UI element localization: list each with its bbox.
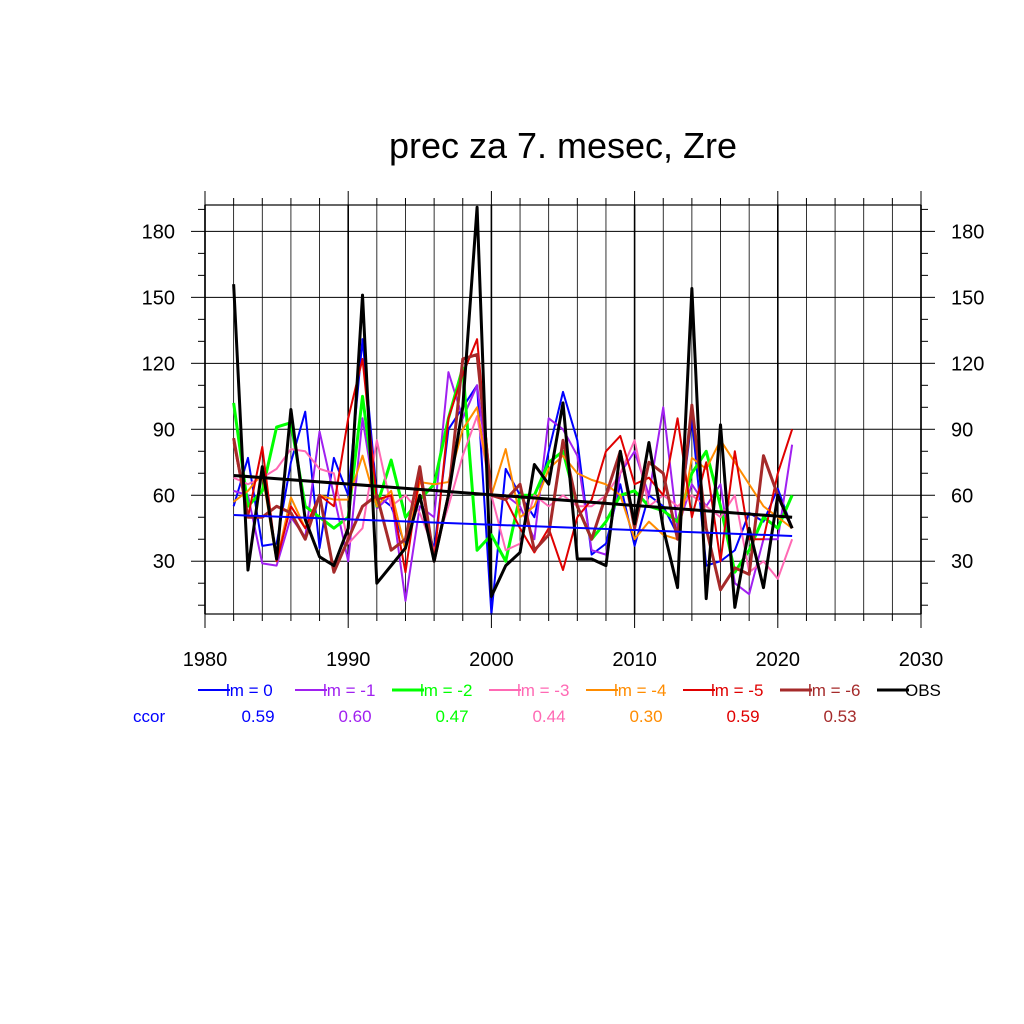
legend-entry: lm = -3 (517, 681, 569, 700)
x-tick-label: 1980 (183, 649, 228, 671)
legend-entry: lm = -5 (711, 681, 763, 700)
x-tick-label: 2020 (756, 649, 801, 671)
legend-entry: lm = -1 (323, 681, 375, 700)
y-tick-label-left: 90 (153, 419, 175, 441)
legend-entry: lm = 0 (226, 681, 273, 700)
y-tick-label-right: 180 (951, 221, 984, 243)
trend-line (233, 473, 793, 519)
y-tick-label-left: 30 (153, 551, 175, 573)
ccor-value: 0.59 (241, 707, 274, 726)
ccor-value: 0.47 (435, 707, 468, 726)
ccor-value: 0.44 (532, 707, 565, 726)
ccor-value: 0.30 (629, 707, 662, 726)
legend: lm = 0 0.59 lm = -1 0.60 lm = -2 0.47 lm = -3 0… (198, 681, 941, 726)
y-tick-label-left: 120 (142, 353, 175, 375)
x-tick-label: 2000 (469, 649, 514, 671)
plot-frame (204, 204, 922, 615)
trend-line (233, 514, 793, 537)
ccor-label: ccor (133, 707, 165, 726)
y-tick-label-right: 150 (951, 287, 984, 309)
x-tick-label: 2030 (899, 649, 944, 671)
y-tick-label-left: 60 (153, 485, 175, 507)
y-tick-label-right: 120 (951, 353, 984, 375)
legend-entry: lm = -4 (614, 681, 666, 700)
legend-entry: lm = -6 (808, 681, 860, 700)
series-line-lm-1 (233, 371, 794, 602)
ccor-value: 0.59 (726, 707, 759, 726)
y-tick-label-left: 180 (142, 221, 175, 243)
legend-entry: lm = -2 (420, 681, 472, 700)
y-tick-label-right: 90 (951, 419, 973, 441)
x-tick-label: 2010 (612, 649, 657, 671)
legend-entry: OBS (905, 681, 941, 700)
trend-lines (233, 473, 793, 537)
axis-labels: 1980 1990 2000 2010 2020 2030 30 30 60 60 90 90 120 1… (142, 221, 985, 671)
y-tick-label-right: 30 (951, 551, 973, 573)
axis-ticks (191, 191, 935, 628)
data-series (232, 205, 794, 615)
y-tick-label-right: 60 (951, 485, 973, 507)
series-line-obs (232, 205, 794, 609)
ccor-value: 0.53 (823, 707, 856, 726)
y-tick-label-left: 150 (142, 287, 175, 309)
series-line-lm-5 (232, 338, 794, 574)
chart-title: prec za 7. mesec, Zre (389, 125, 737, 166)
x-tick-label: 1990 (326, 649, 371, 671)
series-line-lm-3 (233, 415, 794, 580)
ccor-value: 0.60 (338, 707, 371, 726)
